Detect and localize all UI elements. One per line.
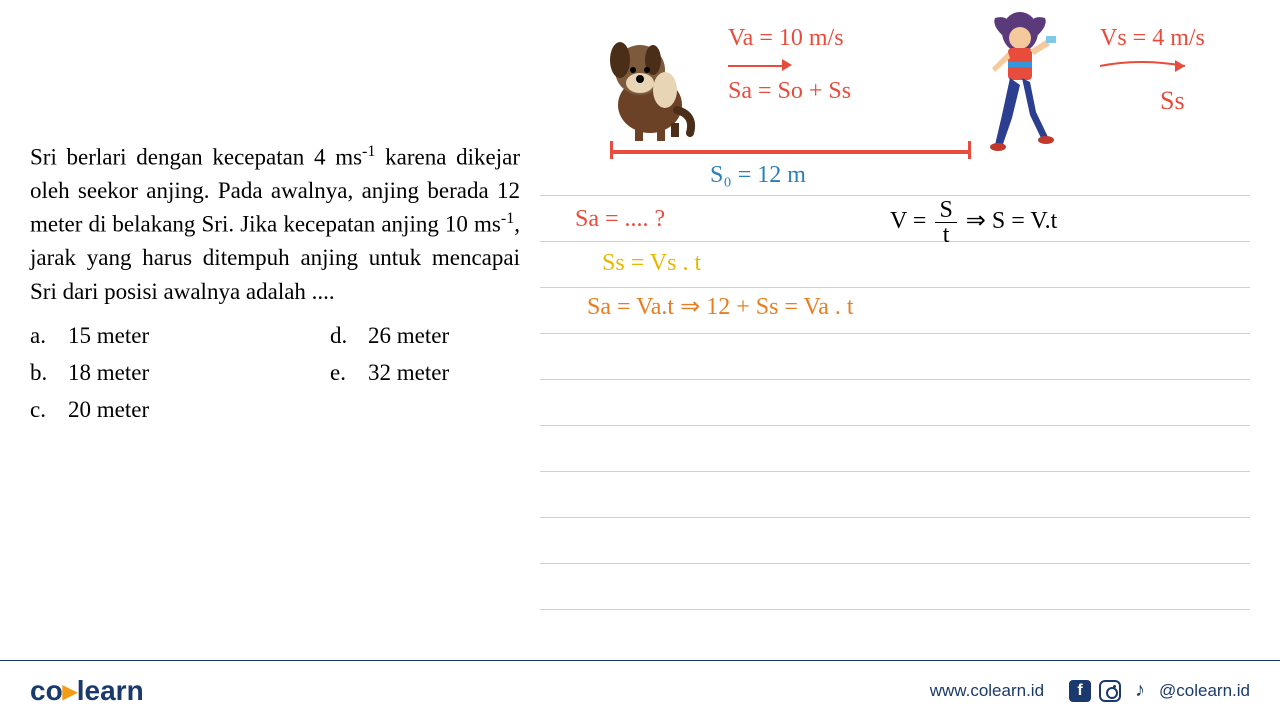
- dog-icon: [595, 15, 710, 145]
- vs-arrow: [1095, 56, 1195, 76]
- annotation-va: Va = 10 m/s: [728, 25, 844, 52]
- annotation-sa-eq: Sa = Va.t ⇒ 12 + Ss = Va . t: [587, 292, 854, 321]
- annotation-vs: Vs = 4 m/s: [1100, 25, 1205, 52]
- option-e[interactable]: e.32 meter: [330, 355, 449, 392]
- segment-tick-left: [610, 141, 613, 159]
- option-c-text: 20 meter: [68, 392, 149, 429]
- option-b-text: 18 meter: [68, 355, 149, 392]
- woman-icon: [980, 10, 1080, 155]
- tiktok-icon[interactable]: ♪: [1129, 680, 1151, 702]
- va-arrow: [728, 65, 783, 67]
- annotation-v-formula: V = St ⇒ S = V.t: [890, 198, 1057, 247]
- instagram-icon[interactable]: [1099, 680, 1121, 702]
- social-links: f ♪ @colearn.id: [1069, 680, 1250, 702]
- annotation-sa-def: Sa = So + Ss: [728, 78, 851, 105]
- segment-tick-right: [968, 141, 971, 159]
- option-c[interactable]: c.20 meter: [30, 392, 330, 429]
- option-d-text: 26 meter: [368, 318, 449, 355]
- distance-segment: [610, 150, 970, 154]
- option-d[interactable]: d.26 meter: [330, 318, 449, 355]
- option-a-text: 15 meter: [68, 318, 149, 355]
- annotation-ss: Ss: [1160, 86, 1185, 116]
- social-handle[interactable]: @colearn.id: [1159, 681, 1250, 701]
- question-text: Sri berlari dengan kecepatan 4 ms-1 kare…: [30, 140, 520, 308]
- annotation-s0: S₀ = 12 m: [710, 162, 806, 189]
- option-e-text: 32 meter: [368, 355, 449, 392]
- annotation-ss-eq: Ss = Vs . t: [602, 250, 701, 277]
- option-a[interactable]: a.15 meter: [30, 318, 330, 355]
- facebook-icon[interactable]: f: [1069, 680, 1091, 702]
- options-list: a.15 meter d.26 meter b.18 meter e.32 me…: [30, 318, 520, 428]
- footer-url[interactable]: www.colearn.id: [930, 681, 1044, 701]
- annotation-sa-q: Sa = .... ?: [575, 206, 665, 233]
- option-b[interactable]: b.18 meter: [30, 355, 330, 392]
- footer: co▸learn www.colearn.id f ♪ @colearn.id: [0, 660, 1280, 720]
- brand-logo: co▸learn: [30, 674, 144, 707]
